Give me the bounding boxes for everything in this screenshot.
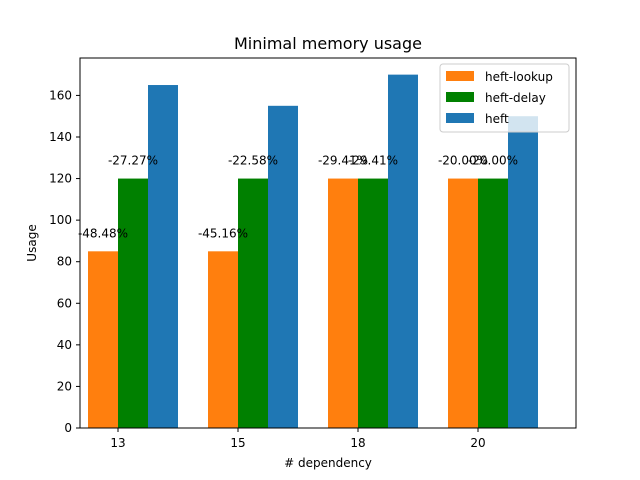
x-axis: 13 15 18 20 [110, 428, 486, 450]
x-axis-label: # dependency [284, 456, 372, 470]
data-label: -20.00% [438, 154, 488, 168]
x-tick-label: 18 [350, 436, 365, 450]
y-tick-label: 40 [57, 338, 72, 352]
bar-heft-delay [358, 178, 388, 428]
y-tick-label: 140 [49, 130, 72, 144]
x-tick-label: 15 [230, 436, 245, 450]
bar-heft [508, 116, 538, 429]
y-tick-label: 120 [49, 172, 72, 186]
bar-heft-lookup [88, 251, 118, 428]
x-tick-label: 13 [110, 436, 125, 450]
y-tick-label: 80 [57, 255, 72, 269]
chart-title: Minimal memory usage [234, 34, 422, 53]
y-tick-label: 20 [57, 379, 72, 393]
y-axis-label: Usage [25, 224, 39, 261]
y-tick-label: 100 [49, 213, 72, 227]
y-tick-label: 60 [57, 296, 72, 310]
data-label: -22.58% [228, 154, 278, 168]
bar-heft-delay [118, 178, 148, 428]
y-axis: 0 20 40 60 80 100 120 140 160 [49, 88, 80, 435]
legend-swatch [446, 113, 474, 123]
bar-heft-delay [238, 178, 268, 428]
bar-heft [388, 74, 418, 428]
bar-heft [148, 85, 178, 429]
data-label: -45.16% [198, 226, 248, 240]
x-tick-label: 20 [470, 436, 485, 450]
y-tick-label: 0 [64, 421, 72, 435]
legend: heft-lookup heft-delay heft [439, 63, 570, 133]
legend-swatch [446, 71, 474, 81]
bar-heft-lookup [448, 178, 478, 428]
bar-heft-delay [478, 178, 508, 428]
legend-label: heft [485, 112, 509, 126]
legend-label: heft-delay [485, 91, 546, 105]
legend-label: heft-lookup [485, 70, 553, 84]
bar-heft-lookup [208, 251, 238, 428]
data-label-group: -48.48% -45.16% -29.41% -20.00% -27.27% -22.5… [78, 154, 518, 241]
y-tick-label: 160 [49, 88, 72, 102]
plot-frame [79, 57, 577, 429]
bar-heft [268, 105, 298, 428]
bar-series-group [88, 74, 538, 429]
bar-heft-lookup [328, 178, 358, 428]
data-label: -20.00% [468, 154, 518, 168]
data-label: -29.41% [348, 154, 398, 168]
data-label: -48.48% [78, 226, 128, 240]
data-label: -29.41% [318, 154, 368, 168]
legend-swatch [446, 92, 474, 102]
data-label: -27.27% [108, 154, 158, 168]
